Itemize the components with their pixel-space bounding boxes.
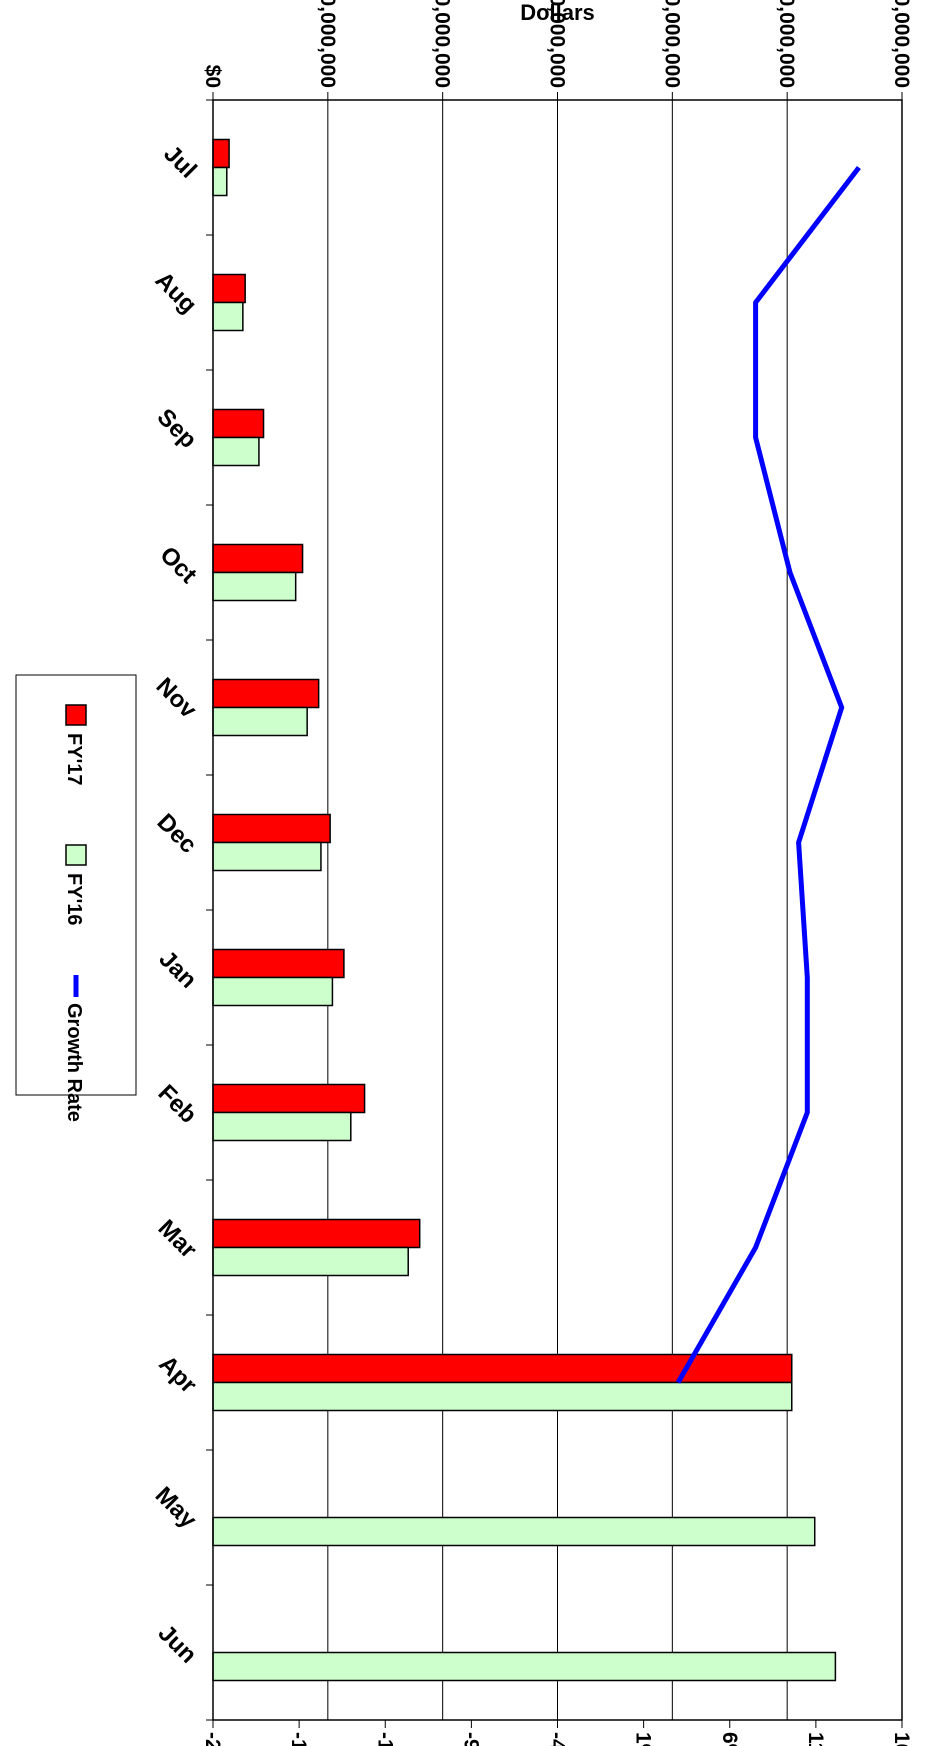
bar-fy-17-jul <box>212 138 230 169</box>
primary-axis-tick-label: $100,000,000 <box>431 0 454 88</box>
legend-label: FY'16 <box>63 873 85 926</box>
primary-axis-tick-label: $0 <box>201 65 224 88</box>
secondary-axis-tick-label: 6% <box>718 1732 741 1746</box>
category-label-oct: Oct <box>154 541 201 588</box>
category-label-aug: Aug <box>150 267 202 319</box>
category-label-nov: Nov <box>151 673 203 725</box>
primary-axis-tick-label: $300,000,000 <box>890 0 913 88</box>
bar-fy-16-may <box>212 1516 816 1547</box>
bar-fy-16-jan <box>212 976 334 1007</box>
secondary-axis-tick-label: 1% <box>632 1732 655 1746</box>
category-label-dec: Dec <box>152 809 202 859</box>
category-label-jul: Jul <box>158 140 202 184</box>
category-label-feb: Feb <box>153 1079 202 1128</box>
primary-axis-tick-label: $150,000,000 <box>546 0 569 88</box>
bar-fy-17-oct <box>212 543 304 574</box>
legend-label: FY'17 <box>63 733 85 786</box>
secondary-axis-tick-label: -9% <box>459 1732 482 1746</box>
legend-box <box>15 674 137 1096</box>
secondary-axis-tick-label: -14% <box>373 1732 396 1746</box>
bar-fy-16-jul <box>212 166 228 197</box>
bar-fy-16-oct <box>212 571 297 602</box>
bar-fy-16-sep <box>212 436 260 467</box>
category-label-mar: Mar <box>153 1214 202 1263</box>
bar-fy-16-jun <box>212 1651 837 1682</box>
bar-fy-17-sep <box>212 408 265 439</box>
bar-fy-16-dec <box>212 841 322 872</box>
primary-axis-title: Dollars <box>520 0 595 25</box>
plot-border <box>212 99 903 1721</box>
bar-fy-17-nov <box>212 678 320 709</box>
bar-fy-16-nov <box>212 706 308 737</box>
category-label-apr: Apr <box>154 1350 202 1398</box>
primary-axis-tick-label: $50,000,000 <box>316 0 339 88</box>
secondary-axis-tick-label: 11% <box>804 1732 827 1746</box>
primary-axis-tick-label: $200,000,000 <box>660 0 683 88</box>
bar-fy-16-feb <box>212 1111 352 1142</box>
legend-swatch <box>65 844 87 866</box>
bar-fy-16-aug <box>212 301 244 332</box>
bar-fy-17-apr <box>212 1353 793 1384</box>
legend: FY'17 FY'16 Growth Rate <box>15 674 137 1122</box>
bar-fy-16-mar <box>212 1246 409 1277</box>
bar-fy-17-mar <box>212 1218 421 1249</box>
secondary-axis-tick-label: 16% <box>890 1732 913 1746</box>
bar-fy-17-aug <box>212 273 246 304</box>
bar-fy-16-apr <box>212 1381 793 1412</box>
category-label-jun: Jun <box>153 1619 202 1668</box>
category-label-jan: Jan <box>154 945 202 993</box>
secondary-axis-tick-label: -4% <box>546 1732 569 1746</box>
secondary-axis-tick-label: -24% <box>201 1732 224 1746</box>
legend-label: Growth Rate <box>63 1003 85 1122</box>
secondary-axis-tick-label: -19% <box>287 1732 310 1746</box>
series-line-growth-rate <box>675 165 861 1384</box>
bar-fy-17-dec <box>212 813 331 844</box>
secondary-axis-title: Growth Rate <box>492 1741 623 1746</box>
category-label-may: May <box>150 1482 203 1535</box>
bar-fy-17-jan <box>212 948 345 979</box>
chart-rotated-frame: $0 $50,000,000 $100,000,000 $150,000,000 $20… <box>15 0 913 1746</box>
bar-fy-17-feb <box>212 1083 366 1114</box>
category-label-sep: Sep <box>152 404 202 454</box>
legend-swatch <box>65 704 87 726</box>
primary-axis-tick-label: $250,000,000 <box>775 0 798 88</box>
